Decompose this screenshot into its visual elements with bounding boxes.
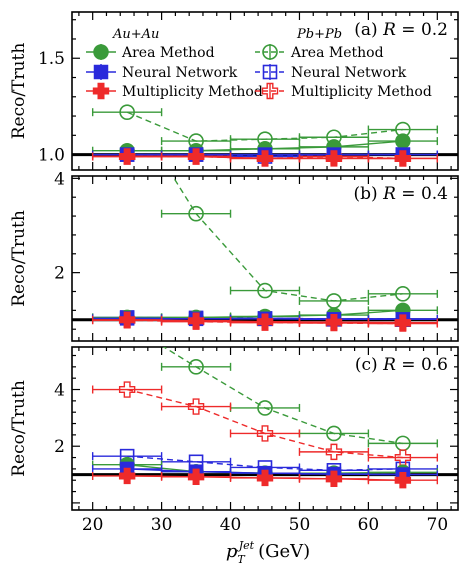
legend-marker bbox=[262, 64, 278, 80]
legend-marker bbox=[262, 44, 278, 60]
series-pbpb-multiplicity-method bbox=[91, 381, 439, 466]
panel-frame bbox=[71, 175, 459, 342]
data-point bbox=[119, 104, 135, 120]
data-point bbox=[395, 286, 411, 302]
x-tick-label: 40 bbox=[220, 515, 242, 535]
data-point bbox=[118, 381, 136, 398]
data-point bbox=[118, 311, 136, 328]
legend-label: Neural Network bbox=[122, 65, 238, 81]
legend-entry-auau: Neural Network bbox=[86, 64, 238, 81]
legend-label: Area Method bbox=[290, 45, 384, 61]
x-tick-label: 30 bbox=[151, 515, 173, 535]
legend-marker bbox=[93, 44, 109, 60]
series-line bbox=[126, 388, 403, 459]
y-axis-title: Reco/Truth bbox=[9, 380, 29, 477]
y-tick-label: 1.0 bbox=[38, 146, 65, 166]
legend-label: Area Method bbox=[121, 45, 215, 61]
data-point bbox=[118, 148, 136, 165]
panel-frame bbox=[71, 346, 459, 511]
series-auau-multiplicity-method bbox=[91, 148, 439, 167]
panel-a: 1.0 1.5 Reco/Truth (a) R = 0.2 Au+Au Pb+Pb Are… bbox=[9, 11, 459, 171]
data-point bbox=[326, 425, 342, 442]
legend: Au+Au Pb+Pb Area Method Area Method Neural N… bbox=[86, 27, 432, 100]
data-point bbox=[256, 425, 274, 442]
panel-frame bbox=[71, 11, 459, 171]
legend-entry-pbpb: Multiplicity Method bbox=[255, 82, 432, 100]
series-pbpb-area-method bbox=[160, 176, 439, 309]
x-tick-label: 60 bbox=[358, 515, 380, 535]
y-tick-label: 4 bbox=[54, 169, 65, 189]
panel-label: (c) R = 0.6 bbox=[355, 355, 448, 375]
data-point bbox=[394, 449, 412, 466]
data-point bbox=[394, 314, 412, 331]
panel-label: (a) R = 0.2 bbox=[354, 20, 448, 40]
data-point bbox=[187, 312, 205, 329]
legend-label: Multiplicity Method bbox=[291, 84, 432, 100]
y-tick-label: 2 bbox=[54, 264, 65, 284]
legend-entry-pbpb: Neural Network bbox=[255, 64, 407, 81]
data-point bbox=[257, 400, 273, 416]
legend-header-pbpb: Pb+Pb bbox=[296, 27, 342, 42]
x-axis-tick-labels: 20 30 40 50 60 70 bbox=[82, 515, 448, 535]
y-axis-title: Reco/Truth bbox=[9, 210, 29, 307]
legend-label: Neural Network bbox=[291, 65, 407, 81]
data-point bbox=[394, 472, 412, 489]
data-point bbox=[325, 443, 343, 461]
series-pbpb-area-method bbox=[160, 347, 439, 452]
data-point bbox=[325, 313, 343, 331]
x-tick-label: 20 bbox=[82, 515, 104, 535]
data-point bbox=[256, 469, 274, 487]
data-point bbox=[188, 359, 204, 375]
series-auau-multiplicity-method bbox=[91, 311, 439, 331]
panel-label: (b) R = 0.4 bbox=[354, 184, 448, 204]
data-point bbox=[395, 133, 411, 149]
legend-entry-pbpb: Area Method bbox=[255, 44, 384, 61]
plot-area bbox=[72, 104, 458, 167]
data-point bbox=[394, 150, 412, 167]
plot-area bbox=[72, 347, 458, 489]
legend-entry-auau: Area Method bbox=[86, 44, 215, 61]
legend-marker bbox=[93, 64, 109, 80]
data-point bbox=[187, 398, 205, 415]
data-point bbox=[325, 470, 343, 488]
data-point bbox=[256, 150, 274, 167]
legend-label: Multiplicity Method bbox=[122, 84, 263, 100]
panel-b: 2 4 Reco/Truth (b) R = 0.4 bbox=[9, 169, 459, 342]
plot-area bbox=[72, 176, 458, 332]
legend-entry-auau: Multiplicity Method bbox=[86, 82, 263, 100]
y-tick-label: 2 bbox=[54, 437, 65, 457]
panel-c: 2 4 Reco/Truth (c) R = 0.6 bbox=[9, 346, 459, 511]
data-point bbox=[187, 468, 205, 486]
legend-marker bbox=[261, 82, 279, 100]
data-point bbox=[188, 205, 204, 222]
x-axis-title: pTJet (GeV) bbox=[226, 539, 310, 566]
data-point bbox=[256, 313, 274, 330]
series-auau-multiplicity-method bbox=[91, 467, 439, 489]
data-point bbox=[187, 148, 205, 165]
y-axis-title: Reco/Truth bbox=[9, 43, 29, 140]
data-point bbox=[257, 282, 273, 299]
y-tick-label: 4 bbox=[54, 381, 65, 401]
data-point bbox=[325, 150, 343, 167]
y-tick-label: 1.5 bbox=[38, 49, 65, 69]
x-tick-label: 50 bbox=[289, 515, 311, 535]
legend-header-auau: Au+Au bbox=[112, 27, 159, 42]
data-point bbox=[118, 467, 136, 485]
legend-marker bbox=[92, 82, 110, 100]
x-tick-label: 70 bbox=[427, 515, 449, 535]
